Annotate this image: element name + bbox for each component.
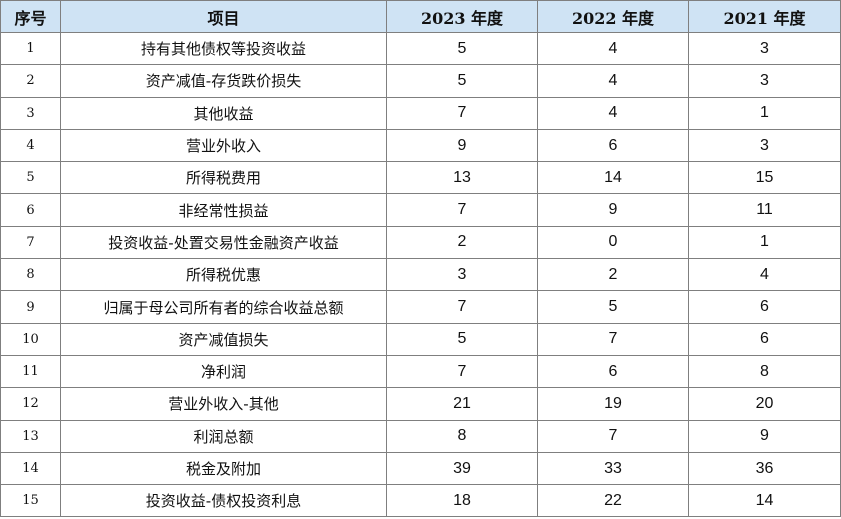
row-value-2021: 3 — [688, 31, 841, 66]
table-row: 14 税金及附加 39 33 36 — [0, 451, 841, 486]
row-index: 1 — [0, 31, 61, 66]
row-value-2023: 9 — [386, 128, 538, 163]
row-item: 归属于母公司所有者的综合收益总额 — [60, 290, 387, 324]
header-index: 序号 — [0, 0, 61, 33]
row-value-2022: 7 — [537, 322, 689, 356]
row-index: 12 — [0, 387, 61, 421]
row-value-2022: 7 — [537, 419, 689, 453]
row-value-2021: 9 — [688, 419, 841, 453]
row-index: 6 — [0, 193, 61, 227]
header-item: 项目 — [60, 0, 387, 33]
row-value-2022: 4 — [537, 31, 689, 66]
row-index: 4 — [0, 128, 61, 163]
row-item: 投资收益-债权投资利息 — [60, 484, 387, 518]
row-value-2021: 8 — [688, 354, 841, 389]
row-value-2023: 18 — [386, 484, 538, 518]
row-value-2022: 4 — [537, 96, 689, 130]
row-item: 其他收益 — [60, 96, 387, 130]
table-row: 4 营业外收入 9 6 3 — [0, 128, 841, 163]
row-index: 15 — [0, 484, 61, 518]
row-value-2021: 15 — [688, 161, 841, 195]
row-index: 9 — [0, 290, 61, 324]
header-year-2023: 2023 年度 — [386, 0, 538, 33]
table-row: 6 非经常性损益 7 9 11 — [0, 193, 841, 227]
table-row: 13 利润总额 8 7 9 — [0, 419, 841, 453]
row-item: 非经常性损益 — [60, 193, 387, 227]
row-index: 13 — [0, 419, 61, 453]
row-value-2023: 7 — [386, 96, 538, 130]
row-item: 所得税费用 — [60, 161, 387, 195]
row-value-2023: 5 — [386, 322, 538, 356]
table-row: 9 归属于母公司所有者的综合收益总额 7 5 6 — [0, 290, 841, 324]
row-value-2023: 5 — [386, 31, 538, 66]
row-item: 持有其他债权等投资收益 — [60, 31, 387, 66]
row-item: 所得税优惠 — [60, 258, 387, 292]
table-row: 3 其他收益 7 4 1 — [0, 96, 841, 130]
row-value-2022: 4 — [537, 64, 689, 98]
row-index: 10 — [0, 322, 61, 356]
row-value-2023: 39 — [386, 451, 538, 486]
header-year-2021: 2021 年度 — [688, 0, 841, 33]
row-value-2022: 33 — [537, 451, 689, 486]
row-value-2022: 14 — [537, 161, 689, 195]
row-item: 资产减值-存货跌价损失 — [60, 64, 387, 98]
row-value-2022: 6 — [537, 354, 689, 389]
row-value-2021: 4 — [688, 258, 841, 292]
row-value-2021: 36 — [688, 451, 841, 486]
header-row: 序号 项目 2023 年度 2022 年度 2021 年度 — [0, 0, 841, 33]
row-index: 2 — [0, 64, 61, 98]
row-value-2022: 5 — [537, 290, 689, 324]
row-item: 利润总额 — [60, 419, 387, 453]
row-value-2023: 21 — [386, 387, 538, 421]
row-value-2022: 19 — [537, 387, 689, 421]
table-body: 1 持有其他债权等投资收益 5 4 3 2 资产减值-存货跌价损失 5 4 3 3 其他收益 7 4 1 4 营… — [0, 31, 841, 518]
row-value-2021: 11 — [688, 193, 841, 227]
row-value-2022: 6 — [537, 128, 689, 163]
table-row: 15 投资收益-债权投资利息 18 22 14 — [0, 484, 841, 518]
table-row: 2 资产减值-存货跌价损失 5 4 3 — [0, 64, 841, 98]
row-value-2023: 13 — [386, 161, 538, 195]
row-index: 11 — [0, 354, 61, 389]
row-value-2023: 8 — [386, 419, 538, 453]
row-index: 8 — [0, 258, 61, 292]
row-item: 营业外收入-其他 — [60, 387, 387, 421]
row-value-2022: 2 — [537, 258, 689, 292]
row-value-2021: 6 — [688, 290, 841, 324]
table-header: 序号 项目 2023 年度 2022 年度 2021 年度 — [0, 0, 841, 33]
table-row: 7 投资收益-处置交易性金融资产收益 2 0 1 — [0, 225, 841, 260]
row-value-2023: 2 — [386, 225, 538, 260]
row-item: 投资收益-处置交易性金融资产收益 — [60, 225, 387, 260]
row-value-2023: 7 — [386, 354, 538, 389]
row-value-2022: 9 — [537, 193, 689, 227]
row-item: 营业外收入 — [60, 128, 387, 163]
row-value-2021: 1 — [688, 96, 841, 130]
row-value-2023: 3 — [386, 258, 538, 292]
row-value-2022: 22 — [537, 484, 689, 518]
row-value-2021: 14 — [688, 484, 841, 518]
row-index: 14 — [0, 451, 61, 486]
table-row: 8 所得税优惠 3 2 4 — [0, 258, 841, 292]
table-row: 5 所得税费用 13 14 15 — [0, 161, 841, 195]
row-index: 3 — [0, 96, 61, 130]
row-item: 净利润 — [60, 354, 387, 389]
row-index: 5 — [0, 161, 61, 195]
row-value-2023: 7 — [386, 290, 538, 324]
table-row: 12 营业外收入-其他 21 19 20 — [0, 387, 841, 421]
row-item: 资产减值损失 — [60, 322, 387, 356]
row-value-2023: 7 — [386, 193, 538, 227]
table-row: 11 净利润 7 6 8 — [0, 354, 841, 389]
row-value-2021: 20 — [688, 387, 841, 421]
row-value-2021: 3 — [688, 128, 841, 163]
header-year-2022: 2022 年度 — [537, 0, 689, 33]
row-value-2022: 0 — [537, 225, 689, 260]
row-value-2021: 3 — [688, 64, 841, 98]
table-row: 1 持有其他债权等投资收益 5 4 3 — [0, 31, 841, 66]
table-row: 10 资产减值损失 5 7 6 — [0, 322, 841, 356]
row-value-2021: 1 — [688, 225, 841, 260]
row-value-2023: 5 — [386, 64, 538, 98]
row-index: 7 — [0, 225, 61, 260]
row-item: 税金及附加 — [60, 451, 387, 486]
row-value-2021: 6 — [688, 322, 841, 356]
